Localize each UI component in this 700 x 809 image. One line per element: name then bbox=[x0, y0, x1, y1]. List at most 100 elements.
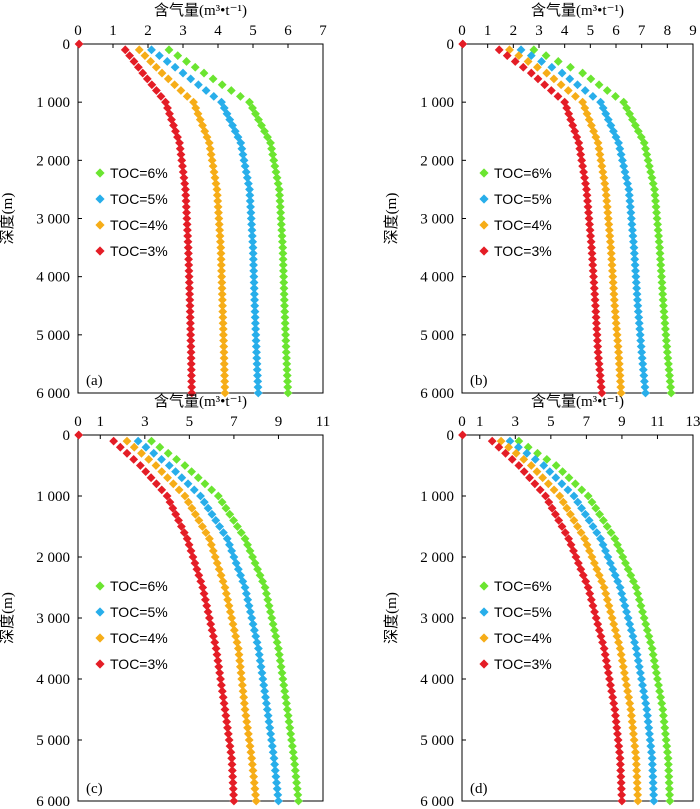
x-tick-label: 9 bbox=[275, 414, 283, 430]
data-point bbox=[123, 449, 132, 458]
legend-marker bbox=[479, 659, 488, 668]
y-tick-label: 2 000 bbox=[36, 153, 70, 169]
data-point bbox=[182, 57, 191, 66]
x-tick-label: 5 bbox=[587, 23, 595, 39]
data-point bbox=[547, 86, 556, 95]
data-point bbox=[617, 589, 626, 598]
data-point bbox=[202, 86, 211, 95]
data-point bbox=[194, 473, 203, 482]
y-tick-label: 2 000 bbox=[36, 550, 70, 566]
data-point bbox=[634, 797, 643, 806]
data-point bbox=[554, 57, 563, 66]
data-point bbox=[549, 75, 558, 84]
data-point bbox=[635, 595, 644, 604]
x-tick-label: 2 bbox=[510, 23, 518, 39]
data-point bbox=[169, 479, 178, 488]
data-point bbox=[254, 389, 263, 398]
y-tick-label: 4 000 bbox=[420, 672, 454, 688]
legend-label: TOC=4% bbox=[494, 630, 552, 646]
data-point bbox=[514, 461, 523, 470]
data-point bbox=[667, 389, 676, 398]
data-point bbox=[586, 75, 595, 84]
data-point bbox=[186, 75, 195, 84]
data-point bbox=[611, 92, 620, 101]
data-point bbox=[597, 632, 606, 641]
legend-marker bbox=[95, 246, 104, 255]
data-point bbox=[573, 80, 582, 89]
data-point bbox=[165, 45, 174, 54]
x-tick-label: 9 bbox=[618, 414, 626, 430]
data-point bbox=[175, 486, 184, 495]
x-tick-label: 3 bbox=[535, 23, 543, 39]
data-point bbox=[544, 479, 553, 488]
data-point bbox=[129, 455, 138, 464]
data-point bbox=[627, 626, 636, 635]
data-point bbox=[530, 479, 539, 488]
y-tick-label: 3 000 bbox=[36, 212, 70, 228]
data-point bbox=[179, 69, 188, 78]
data-point bbox=[566, 63, 575, 72]
data-point bbox=[252, 797, 261, 806]
data-point bbox=[641, 389, 650, 398]
data-point bbox=[294, 797, 303, 806]
data-point bbox=[75, 40, 83, 48]
data-point bbox=[564, 486, 573, 495]
x-tick-label: 5 bbox=[186, 414, 194, 430]
data-point bbox=[534, 75, 543, 84]
panel-label: (a) bbox=[86, 373, 103, 389]
legend-label: TOC=4% bbox=[110, 630, 168, 646]
series-toc5 bbox=[458, 431, 658, 806]
legend-marker bbox=[479, 168, 488, 177]
y-axis-title: 深度(m) bbox=[383, 193, 400, 245]
y-tick-label: 1 000 bbox=[36, 95, 70, 111]
data-point bbox=[589, 92, 598, 101]
data-point bbox=[571, 479, 580, 488]
legend-label: TOC=6% bbox=[110, 578, 168, 594]
data-point bbox=[116, 443, 125, 452]
data-point bbox=[581, 86, 590, 95]
x-tick-label: 7 bbox=[230, 414, 238, 430]
y-tick-label: 0 bbox=[447, 428, 455, 444]
y-tick-label: 0 bbox=[63, 37, 71, 53]
data-point bbox=[155, 51, 164, 60]
data-point bbox=[74, 431, 82, 439]
x-tick-label: 4 bbox=[561, 23, 569, 39]
data-point bbox=[274, 797, 283, 806]
legend-label: TOC=6% bbox=[494, 165, 552, 181]
data-point bbox=[554, 92, 563, 101]
data-point bbox=[643, 626, 652, 635]
x-tick-label: 6 bbox=[284, 23, 292, 39]
data-point bbox=[565, 473, 574, 482]
data-point bbox=[157, 455, 166, 464]
legend-marker bbox=[95, 194, 104, 203]
x-tick-label: 0 bbox=[458, 23, 466, 39]
data-point bbox=[177, 473, 186, 482]
y-tick-label: 4 000 bbox=[36, 672, 70, 688]
data-point bbox=[495, 45, 504, 54]
legend-marker bbox=[479, 194, 488, 203]
data-point bbox=[536, 486, 545, 495]
x-tick-label: 0 bbox=[74, 414, 82, 430]
data-point bbox=[625, 620, 634, 629]
data-point bbox=[519, 63, 528, 72]
data-point bbox=[650, 797, 659, 806]
data-point bbox=[571, 92, 580, 101]
y-tick-label: 3 000 bbox=[420, 611, 454, 627]
data-point bbox=[488, 437, 497, 446]
y-tick-label: 1 000 bbox=[420, 489, 454, 505]
x-tick-label: 8 bbox=[664, 23, 672, 39]
legend-marker bbox=[95, 659, 104, 668]
data-point bbox=[618, 797, 627, 806]
data-point bbox=[645, 632, 654, 641]
data-point bbox=[458, 431, 466, 439]
x-tick-label: 2 bbox=[144, 23, 152, 39]
data-point bbox=[590, 608, 599, 617]
data-point bbox=[136, 461, 145, 470]
x-tick-label: 0 bbox=[74, 23, 82, 39]
legend-marker bbox=[479, 246, 488, 255]
legend-marker bbox=[95, 581, 104, 590]
data-point bbox=[236, 92, 245, 101]
data-point bbox=[149, 449, 158, 458]
legend-label: TOC=5% bbox=[110, 191, 168, 207]
x-tick-label: 3 bbox=[512, 414, 520, 430]
